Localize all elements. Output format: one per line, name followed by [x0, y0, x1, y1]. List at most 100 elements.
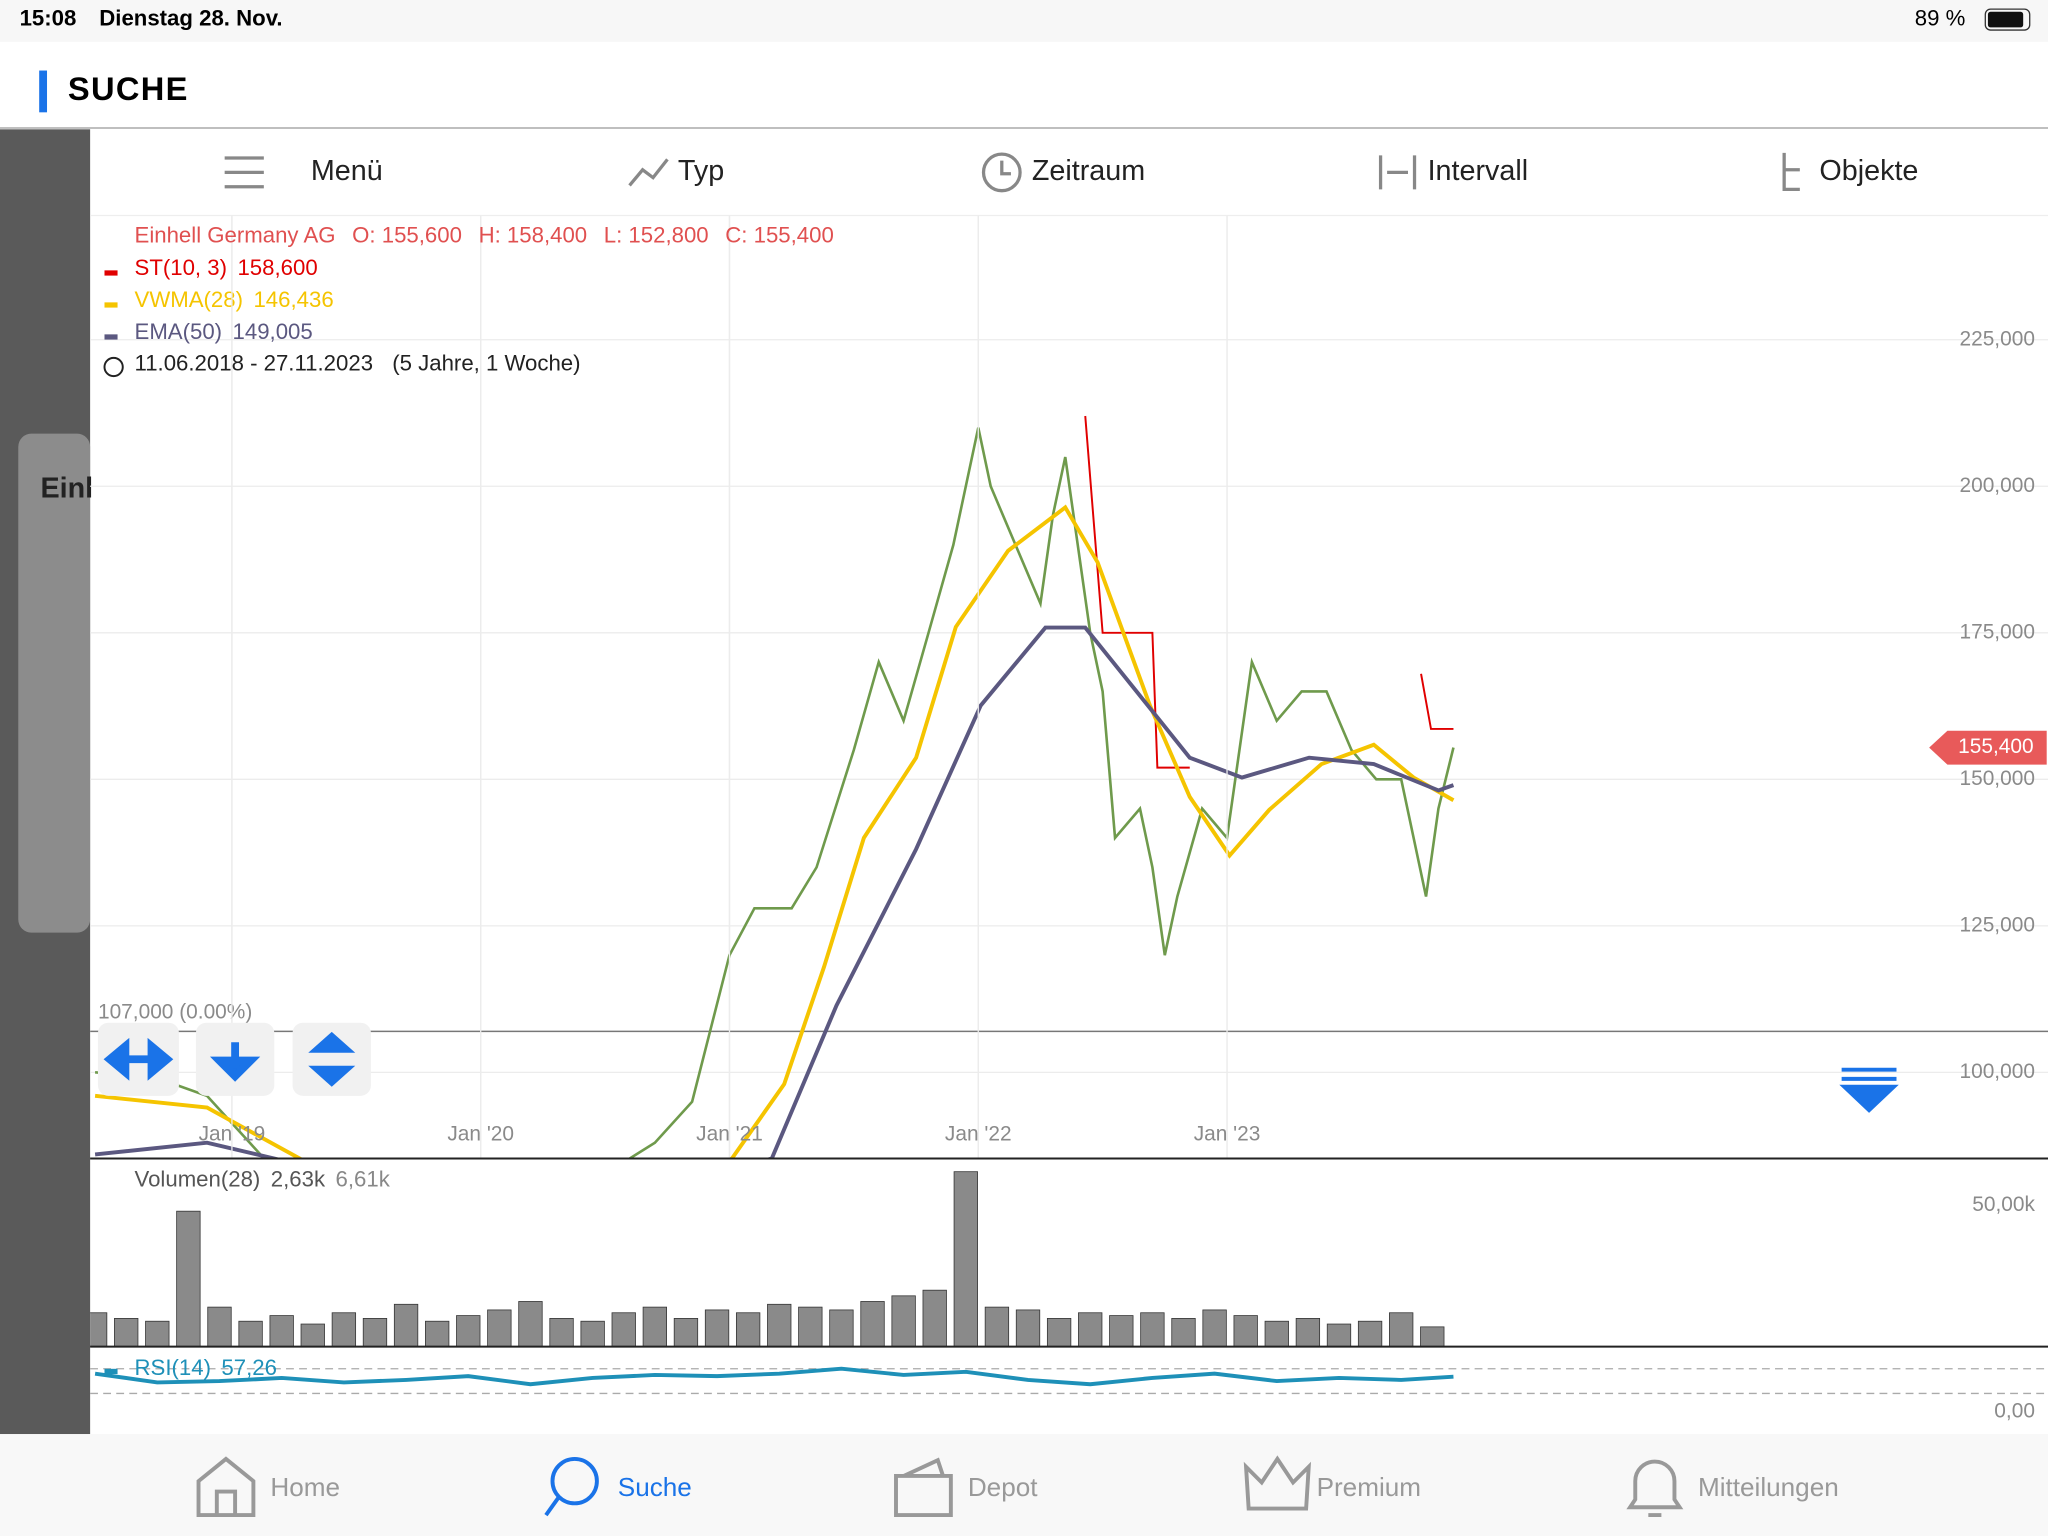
series-line	[1084, 415, 1454, 769]
volume-bar	[456, 1315, 481, 1347]
legend-swatch	[104, 270, 118, 276]
volume-bar	[1109, 1315, 1134, 1347]
legend-entry: EMA(50) 149,005	[135, 319, 313, 344]
y-tick-label: 0,00	[1994, 1400, 2035, 1423]
volume-bar	[1233, 1315, 1258, 1347]
toolbar-item[interactable]: Objekte	[1819, 155, 1918, 187]
volume-bar	[1357, 1320, 1383, 1347]
tab-icon-active	[544, 1456, 599, 1517]
tab-item[interactable]: Premium	[1317, 1472, 1421, 1502]
legend-value: 158,600	[237, 255, 317, 280]
rsi-name: RSI(14)	[135, 1355, 211, 1380]
side-card-title: Einl	[40, 472, 93, 504]
series-line	[94, 1366, 1454, 1387]
volume-bar	[580, 1320, 605, 1347]
volume-bar	[518, 1301, 543, 1347]
plot-area	[90, 415, 2048, 1159]
tab-item[interactable]: Home	[270, 1472, 340, 1502]
y-tick-label: 225,000	[1959, 327, 2034, 350]
volume-bar	[393, 1303, 419, 1347]
volume-bar	[1046, 1318, 1072, 1347]
volume-title: Volumen(28) 2,63k 6,61k	[135, 1167, 391, 1192]
series-line	[94, 427, 1455, 1159]
status-date: Dienstag 28. Nov.	[99, 5, 282, 30]
control-icon	[209, 1042, 261, 1082]
last-price-label: 155,400	[1958, 735, 2033, 758]
volume-bar	[860, 1301, 885, 1347]
volume-name: Volumen(28)	[135, 1167, 261, 1192]
ohlc-label: H: 158,400	[479, 222, 588, 247]
chart-panel: 50,00k Volumen(28) 2,63k 6,61k	[90, 1167, 2035, 1347]
tab-item[interactable]: Depot	[968, 1472, 1038, 1502]
legend-name: EMA(50)	[135, 319, 223, 344]
period: 11.06.2018 - 27.11.2023	[135, 350, 374, 375]
volume-bar	[984, 1306, 1010, 1347]
volume-bar	[953, 1171, 978, 1347]
toolbar-item[interactable]: Typ	[678, 155, 724, 187]
tab-item[interactable]: Suche	[618, 1472, 692, 1502]
volume-bar	[114, 1318, 139, 1347]
legend-period: 11.06.2018 - 27.11.2023 (5 Jahre, 1 Woch…	[135, 350, 581, 375]
x-tick-label: Jan '22	[945, 1123, 1012, 1146]
volume-bar	[1171, 1318, 1196, 1347]
volume-bar	[673, 1318, 699, 1347]
legend-name: ST(10, 3)	[135, 255, 227, 280]
toolbar: Menü Typ Zeitraum Intervall Objekte	[311, 155, 1919, 187]
battery-level	[1987, 11, 2024, 28]
reference-label: 107,000 (0.00%)	[98, 1001, 252, 1024]
legend-instrument: Einhell Germany AG O: 155,600 H: 158,400…	[135, 222, 834, 247]
legend-value: 149,005	[233, 319, 313, 344]
toolbar-item[interactable]: Menü	[311, 155, 383, 187]
volume-bar	[269, 1315, 294, 1347]
legend-entry: ST(10, 3) 158,600	[135, 255, 318, 280]
volume-bar	[362, 1318, 388, 1347]
legend-value: 146,436	[253, 287, 333, 312]
legend-swatch	[104, 302, 118, 308]
legend-swatch	[104, 334, 118, 340]
control-icon	[103, 1037, 174, 1081]
volume-bar	[331, 1312, 357, 1347]
volume-bar	[176, 1210, 201, 1347]
plot-area	[94, 1366, 1454, 1387]
volume-bar	[1264, 1320, 1289, 1347]
side-card	[18, 433, 91, 933]
instrument-name: Einhell Germany AG	[135, 222, 336, 247]
volume-bar	[1420, 1326, 1445, 1347]
x-tick-label: Jan '23	[1194, 1123, 1261, 1146]
x-tick-label: Jan '19	[199, 1123, 266, 1146]
legend-entry: VWMA(28) 146,436	[135, 287, 334, 312]
volume-bar	[487, 1309, 512, 1347]
series-line	[94, 504, 1455, 1159]
status-battery: 89 %	[1915, 5, 1966, 30]
volume-bar	[611, 1312, 636, 1347]
volume-bar	[145, 1320, 170, 1347]
ohlc-label: O: 155,600	[352, 222, 462, 247]
status-bar	[0, 0, 2048, 42]
toolbar-icons	[224, 152, 1800, 193]
last-price-badge	[1929, 730, 2047, 765]
period-note: (5 Jahre, 1 Woche)	[392, 350, 580, 375]
ohlc-label: L: 152,800	[604, 222, 709, 247]
toolbar-item[interactable]: Zeitraum	[1032, 155, 1145, 187]
volume-bar	[829, 1309, 854, 1347]
tab-item[interactable]: Mitteilungen	[1698, 1472, 1839, 1502]
volume-bar	[1295, 1318, 1321, 1347]
control-icon	[308, 1031, 356, 1087]
legend-name: VWMA(28)	[135, 287, 243, 312]
control-button[interactable]	[292, 1022, 371, 1096]
status-time: 15:08	[20, 5, 77, 30]
plot: 100,000 125,000 150,000 175,000 200,000 225,0…	[90, 215, 2048, 1423]
volume-bar	[207, 1306, 232, 1347]
volume-bar	[549, 1318, 574, 1347]
toolbar-item[interactable]: Intervall	[1428, 155, 1529, 187]
header-title: SUCHE	[68, 70, 189, 107]
legend-swatch	[104, 1368, 118, 1375]
x-tick-label: Jan '20	[447, 1123, 514, 1146]
volume-bar	[1326, 1323, 1352, 1347]
volume-bar	[1389, 1312, 1414, 1347]
scroll-down[interactable]	[1839, 1067, 1899, 1113]
volume-bar	[1078, 1312, 1103, 1347]
y-tick-label: 100,000	[1959, 1060, 2034, 1083]
